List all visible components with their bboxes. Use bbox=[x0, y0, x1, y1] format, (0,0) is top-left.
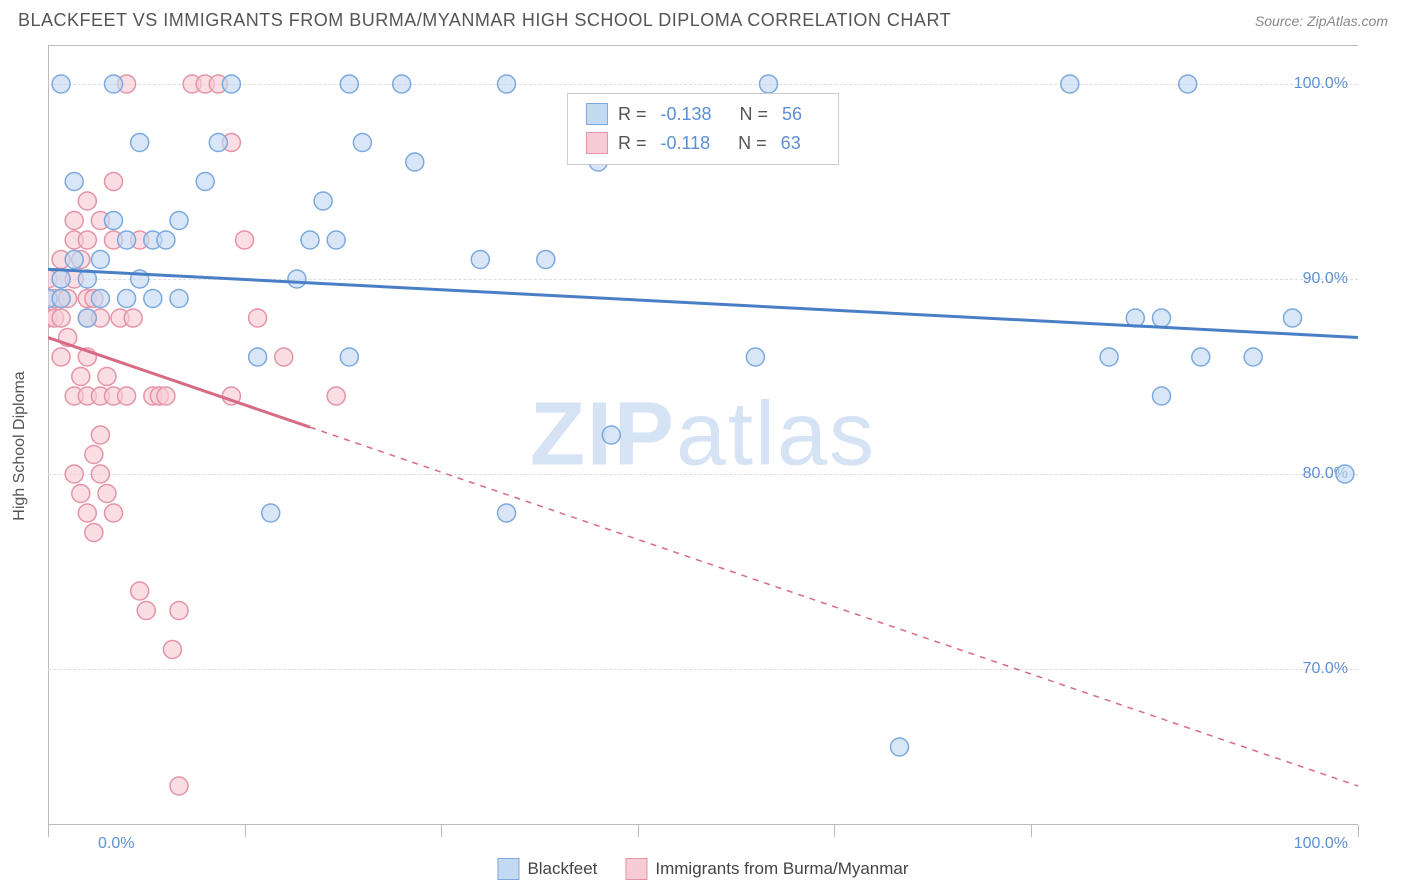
chart-plot-area: ZIPatlas 70.0%80.0%90.0%100.0% R = -0.13… bbox=[48, 45, 1358, 825]
x-axis-start-label: 0.0% bbox=[98, 835, 134, 853]
source-attribution: Source: ZipAtlas.com bbox=[1255, 13, 1388, 29]
chart-title: BLACKFEET VS IMMIGRANTS FROM BURMA/MYANM… bbox=[18, 10, 951, 31]
legend-label-burma: Immigrants from Burma/Myanmar bbox=[655, 859, 908, 879]
legend-swatch-burma-bottom bbox=[625, 858, 647, 880]
series-legend: Blackfeet Immigrants from Burma/Myanmar bbox=[497, 858, 908, 880]
x-axis-end-label: 100.0% bbox=[1294, 835, 1348, 853]
y-axis-label: High School Diploma bbox=[11, 371, 29, 520]
legend-label-blackfeet: Blackfeet bbox=[527, 859, 597, 879]
legend-swatch-blackfeet-bottom bbox=[497, 858, 519, 880]
correlation-stats-legend: R = -0.138 N = 56 R = -0.118 N = 63 bbox=[567, 93, 839, 165]
legend-swatch-burma bbox=[586, 132, 608, 154]
legend-swatch-blackfeet bbox=[586, 103, 608, 125]
